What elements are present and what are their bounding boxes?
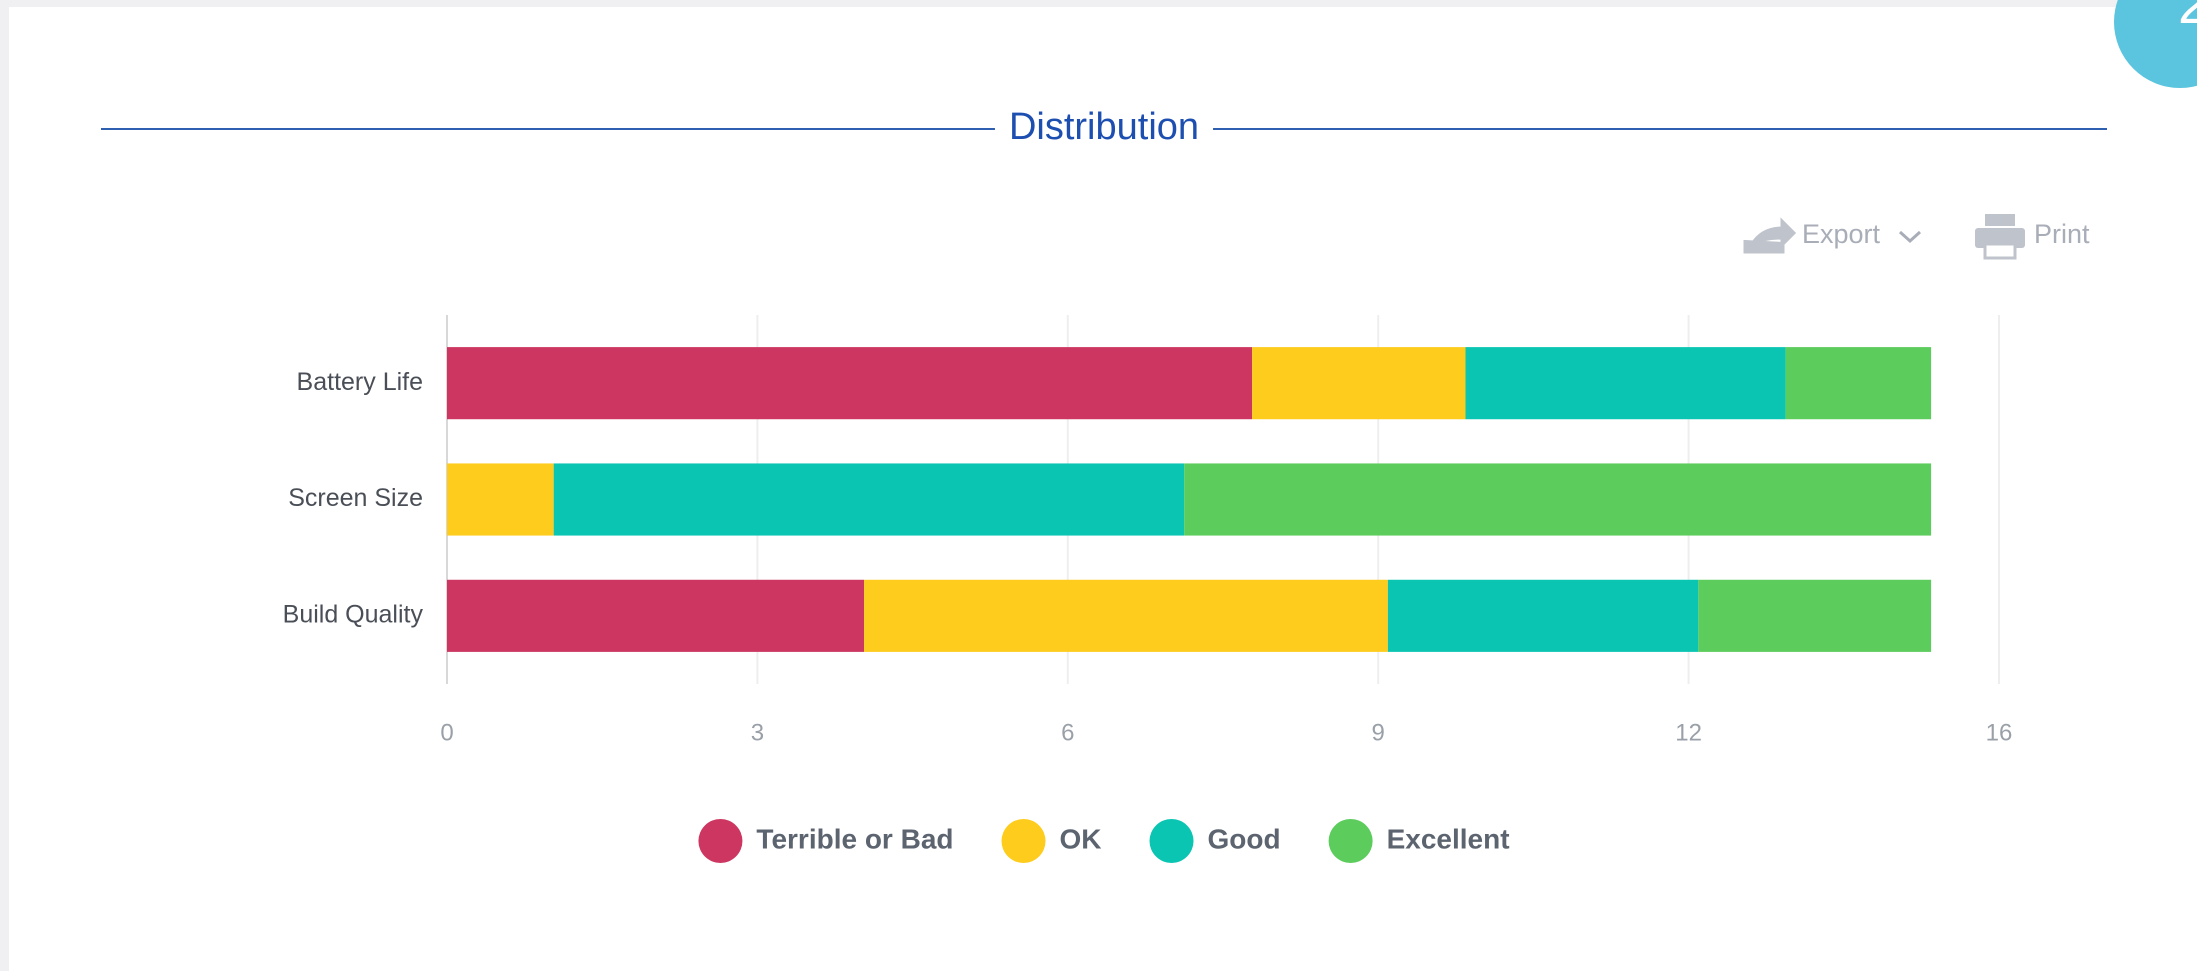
print-icon[interactable] bbox=[1983, 242, 2017, 260]
bar-segment bbox=[1785, 347, 1932, 420]
bar-segment bbox=[1184, 463, 1932, 536]
y-tick-label: Screen Size bbox=[288, 484, 423, 512]
legend-label: Good bbox=[1208, 823, 1281, 854]
legend-swatch bbox=[698, 819, 743, 863]
x-tick-label: 3 bbox=[751, 719, 764, 746]
export-button[interactable]: Export bbox=[1743, 217, 1922, 254]
legend-swatch bbox=[1149, 819, 1194, 863]
x-tick-label: 9 bbox=[1372, 719, 1385, 746]
print-label[interactable]: Print bbox=[2034, 219, 2090, 249]
step-badge-number: 2 bbox=[2178, 0, 2197, 35]
legend-swatch bbox=[1328, 819, 1373, 863]
export-caret[interactable] bbox=[1898, 230, 1922, 244]
legend-label: OK bbox=[1060, 823, 1102, 854]
bar-segment bbox=[1252, 347, 1466, 420]
y-tick-label: Battery Life bbox=[297, 368, 423, 396]
bar-segment bbox=[1698, 579, 1932, 652]
y-tick-label: Build Quality bbox=[283, 600, 424, 628]
print-button[interactable]: Print bbox=[1975, 214, 2090, 260]
print-icon[interactable] bbox=[1985, 214, 2015, 226]
bar-segment bbox=[1465, 347, 1786, 420]
legend-label: Terrible or Bad bbox=[756, 823, 953, 854]
bar-segment bbox=[447, 463, 554, 536]
x-tick-label: 16 bbox=[1986, 719, 2013, 746]
bar-segment bbox=[447, 579, 865, 652]
legend-swatch bbox=[1001, 819, 1046, 863]
export-icon[interactable] bbox=[1743, 217, 1797, 254]
bar-segment bbox=[1387, 579, 1699, 652]
chart-title: Distribution bbox=[1009, 106, 1199, 148]
legend-label: Excellent bbox=[1387, 823, 1510, 854]
x-tick-label: 6 bbox=[1061, 719, 1074, 746]
step-badge bbox=[2114, 0, 2197, 88]
bar-segment bbox=[864, 579, 1388, 652]
bar-segment bbox=[447, 347, 1253, 420]
x-tick-label: 12 bbox=[1675, 719, 1702, 746]
x-tick-label: 0 bbox=[440, 719, 453, 746]
export-label[interactable]: Export bbox=[1802, 219, 1881, 249]
bar-segment bbox=[553, 463, 1185, 536]
